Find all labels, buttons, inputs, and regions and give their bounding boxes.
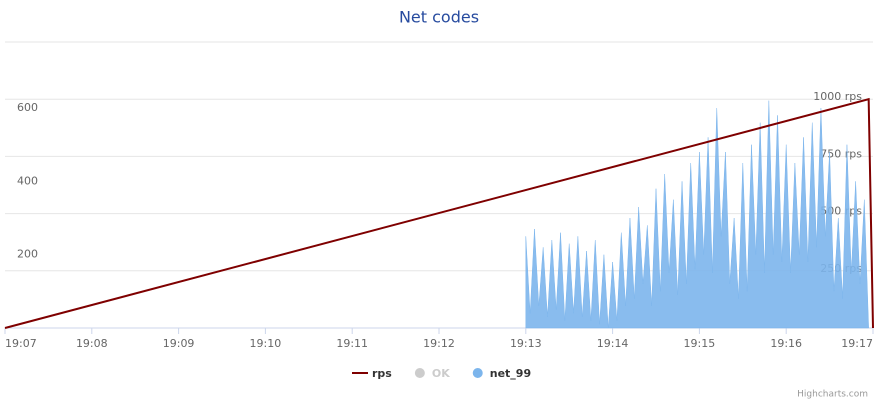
area: [525, 100, 869, 329]
x-tick-label: 19:07: [5, 337, 37, 350]
x-tick-label: 19:09: [163, 337, 195, 350]
y2-tick-label: 1000 rps: [813, 90, 862, 103]
y-tick-label: 200: [17, 248, 38, 261]
x-tick-label: 19:13: [510, 337, 542, 350]
x-tick-label: 19:11: [336, 337, 368, 350]
credits: Highcharts.com: [797, 390, 868, 400]
legend-label[interactable]: OK: [432, 367, 450, 380]
y-tick-label: 600: [17, 101, 38, 114]
y2-tick-label: 750 rps: [820, 147, 862, 160]
line: [4, 97, 874, 329]
legend-symbol[interactable]: [414, 368, 425, 378]
x-tick-label: 19:16: [770, 337, 802, 350]
chart-title: Net codes: [399, 8, 479, 27]
legend-symbol[interactable]: [472, 368, 483, 378]
x-tick-label: 19:12: [423, 337, 455, 350]
x-tick-label: 19:08: [76, 337, 108, 350]
x-tick-label: 19:15: [684, 337, 716, 350]
x-tick-label: 19:17: [841, 337, 873, 350]
x-tick-label: 19:10: [250, 337, 282, 350]
legend-label[interactable]: net_99: [490, 367, 531, 380]
x-tick-label: 19:14: [597, 337, 629, 350]
legend-label[interactable]: rps: [372, 367, 392, 380]
y-tick-label: 400: [17, 174, 38, 187]
